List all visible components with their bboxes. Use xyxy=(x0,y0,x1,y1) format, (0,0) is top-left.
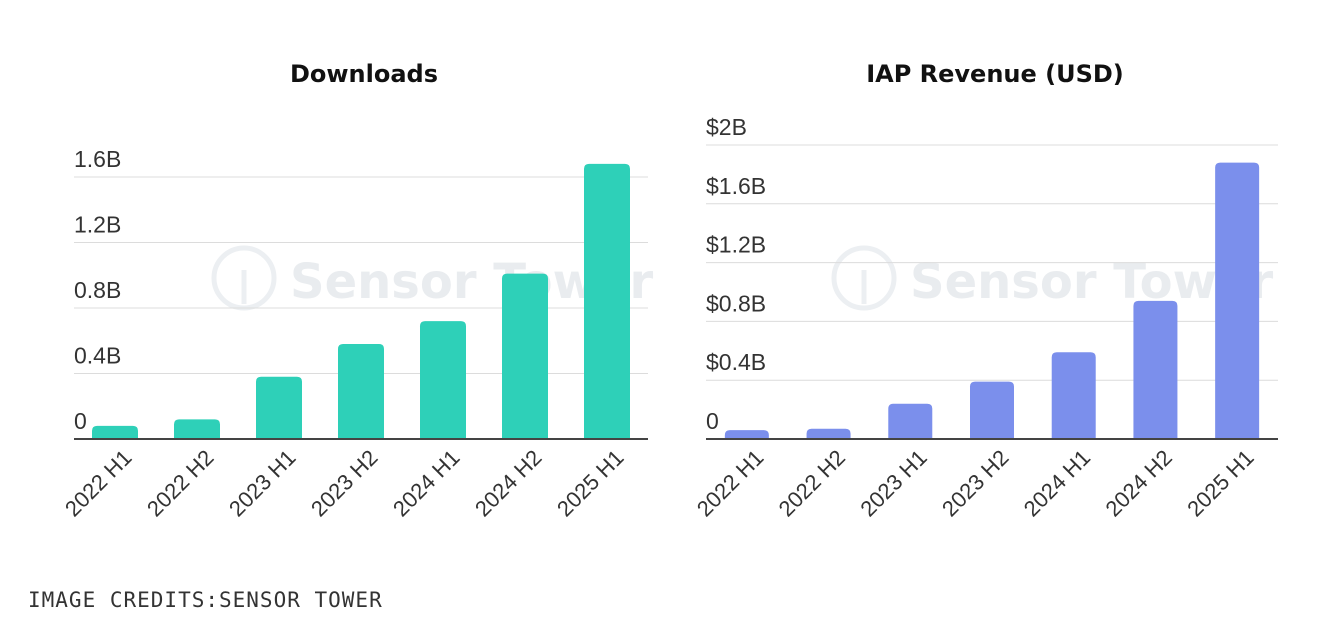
x-tick-label: 2023 H1 xyxy=(224,445,301,522)
x-tick-label: 2023 H1 xyxy=(855,445,932,522)
x-tick-label: 2024 H1 xyxy=(1019,445,1096,522)
iap-revenue-chart: Sensor Tower IAP Revenue (USD) 0 $0.4B $0.8B… xyxy=(692,60,1278,521)
y-tick-label: $0.4B xyxy=(706,349,766,375)
x-tick-label: 2022 H2 xyxy=(774,445,851,522)
bar xyxy=(1051,352,1096,439)
x-tick-label: 2023 H2 xyxy=(306,445,383,522)
x-tick-label: 2022 H1 xyxy=(60,445,137,522)
y-tick-label: $1.6B xyxy=(706,173,766,199)
x-tick-label: 2024 H2 xyxy=(470,445,547,522)
image-credits: IMAGE CREDITS:SENSOR TOWER xyxy=(28,588,383,612)
bar xyxy=(502,273,548,439)
bar xyxy=(584,163,630,439)
y-tick-label: 1.2B xyxy=(74,212,121,238)
chart-title: IAP Revenue (USD) xyxy=(866,60,1124,88)
charts-canvas: Sensor Tower Downloads 0 0.4B 0.8B 1.2B 1.6B 20… xyxy=(60,60,1278,521)
x-tick-label: 2025 H1 xyxy=(552,445,629,522)
y-tick-label: 0 xyxy=(706,408,719,434)
downloads-chart: Sensor TowerDownloads00.4B0.8B1.2B1.6B20… xyxy=(60,60,653,521)
x-tick-label: 2022 H1 xyxy=(692,445,769,522)
x-tick-label: 2022 H2 xyxy=(142,445,219,522)
x-tick-label: 2025 H1 xyxy=(1182,445,1259,522)
y-tick-label: $2B xyxy=(706,114,747,140)
x-tick-label: 2024 H1 xyxy=(388,445,465,522)
y-tick-label: 0.8B xyxy=(74,277,121,303)
sensor-tower-watermark: Sensor Tower xyxy=(831,245,1273,311)
y-tick-label: $0.8B xyxy=(706,290,766,316)
bar xyxy=(256,376,302,439)
bar xyxy=(806,428,851,439)
y-tick-label: $1.2B xyxy=(706,232,766,258)
bar xyxy=(970,381,1014,439)
watermark-text: Sensor Tower xyxy=(910,254,1273,310)
x-tick-label: 2024 H2 xyxy=(1100,445,1177,522)
x-tick-label: 2023 H2 xyxy=(937,445,1014,522)
bar xyxy=(1215,162,1260,439)
bar xyxy=(1133,300,1178,439)
y-tick-label: 0.4B xyxy=(74,343,121,369)
bar xyxy=(420,321,466,439)
y-tick-label: 1.6B xyxy=(74,146,121,172)
bar xyxy=(92,425,138,439)
watermark-logo-icon xyxy=(831,245,897,311)
chart-title: Downloads xyxy=(290,60,438,88)
bar xyxy=(338,344,384,439)
bar xyxy=(174,419,220,439)
bar xyxy=(724,430,769,439)
y-tick-label: 0 xyxy=(74,408,87,434)
bar xyxy=(888,403,933,439)
